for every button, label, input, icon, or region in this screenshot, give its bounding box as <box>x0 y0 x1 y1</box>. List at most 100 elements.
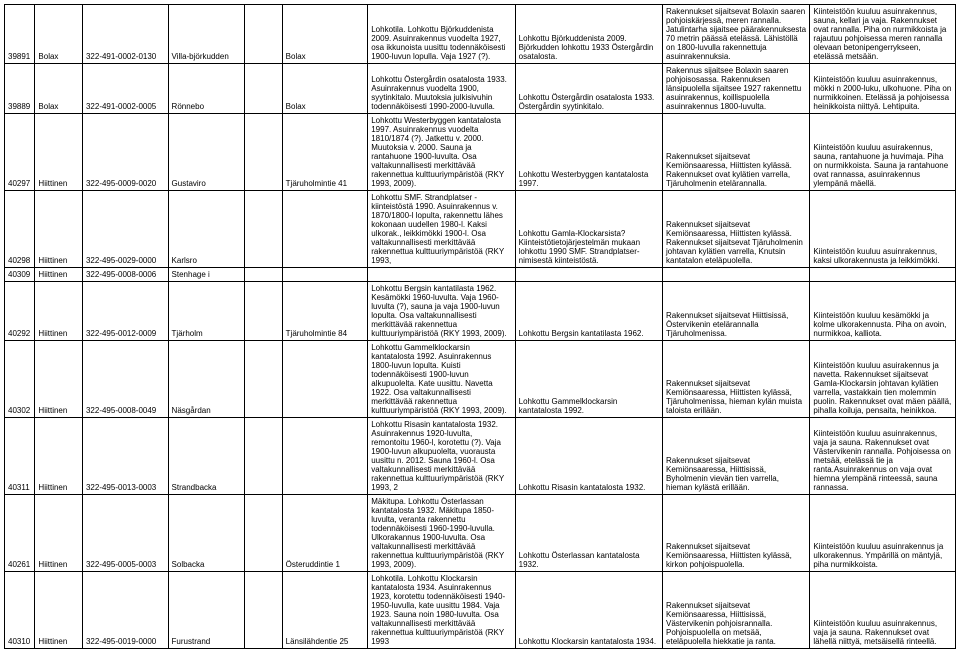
cell-name: Gustaviro <box>168 114 244 191</box>
cell-municipality: Hiittinen <box>35 114 83 191</box>
cell-municipality: Hiittinen <box>35 418 83 495</box>
cell-municipality: Hiittinen <box>35 191 83 268</box>
cell-code: 322-495-0029-0000 <box>82 191 168 268</box>
cell-desc1: Lohkottu Gammelklockarsin kantatalosta 1… <box>368 341 515 418</box>
cell-desc4: Kiinteistöön kuuluu asuirakennus, sauna,… <box>810 114 956 191</box>
cell-code: 322-495-0013-0003 <box>82 418 168 495</box>
table-row: 40302Hiittinen322-495-0008-0049Näsgårdan… <box>5 341 956 418</box>
cell-municipality: Hiittinen <box>35 572 83 649</box>
cell-id: 40298 <box>5 191 35 268</box>
cell-name: Furustrand <box>168 572 244 649</box>
cell-address <box>282 268 368 282</box>
cell-desc1: Lohkotila. Lohkottu Björkuddenista 2009.… <box>368 5 515 64</box>
cell-desc1: Lohkottu SMF. Strandplatser -kiinteistös… <box>368 191 515 268</box>
cell-code: 322-495-0009-0020 <box>82 114 168 191</box>
cell-desc3: Rakennukset sijaitsevat Hiittisissä, Öst… <box>663 282 810 341</box>
cell-address <box>282 418 368 495</box>
cell-municipality: Hiittinen <box>35 282 83 341</box>
cell-desc4: Kiinteistöön kuuluu asuirakennus ja nave… <box>810 341 956 418</box>
cell-name: Stenhage i <box>168 268 244 282</box>
table-row: 40292Hiittinen322-495-0012-0009Tjärholm T… <box>5 282 956 341</box>
cell-name: Solbacka <box>168 495 244 572</box>
cell-address: Länsilähdentie 25 <box>282 572 368 649</box>
cell-code: 322-495-0005-0003 <box>82 495 168 572</box>
cell-desc3: Rakennukset sijaitsevat Kemiönsaaressa, … <box>663 418 810 495</box>
cell-address: Österuddintie 1 <box>282 495 368 572</box>
cell-desc4: Kiinteistöön kuuluu kesämökki ja kolme u… <box>810 282 956 341</box>
table-row: 40297Hiittinen322-495-0009-0020Gustaviro… <box>5 114 956 191</box>
cell-desc4: Kiinteistöön kuuluu asuinrakennus ja ulk… <box>810 495 956 572</box>
table-row: 39891Bolax322-491-0002-0130Villa-björkud… <box>5 5 956 64</box>
cell-blank <box>244 341 282 418</box>
cell-desc1: Lohkottu Bergsin kantatilasta 1962. Kesä… <box>368 282 515 341</box>
cell-blank <box>244 495 282 572</box>
table-row: 40311Hiittinen322-495-0013-0003Strandbac… <box>5 418 956 495</box>
cell-desc2: Lohkottu Österlassan kantatalosta 1932. <box>515 495 662 572</box>
cell-desc2: Lohkottu Westerbyggen kantatalosta 1997. <box>515 114 662 191</box>
cell-desc2: Lohkottu Klockarsin kantatalosta 1934. <box>515 572 662 649</box>
cell-id: 39891 <box>5 5 35 64</box>
cell-desc3: Rakennukset sijaitsevat Kemiönsaaressa, … <box>663 341 810 418</box>
cell-code: 322-495-0008-0049 <box>82 341 168 418</box>
cell-address <box>282 191 368 268</box>
cell-id: 40309 <box>5 268 35 282</box>
table-row: 39889Bolax322-491-0002-0005RönneboBolaxL… <box>5 64 956 114</box>
cell-desc4: Kiinteistöön kuuluu asuinrakennus, kaksi… <box>810 191 956 268</box>
cell-id: 40261 <box>5 495 35 572</box>
cell-desc2: Lohkottu Gamla-Klockarsista? Kiinteistöt… <box>515 191 662 268</box>
cell-desc2: Lohkottu Bergsin kantatilasta 1962. <box>515 282 662 341</box>
cell-desc3: Rakennukset sijaitsevat Kemiönsaaressa, … <box>663 495 810 572</box>
cell-name: Tjärholm <box>168 282 244 341</box>
cell-blank <box>244 64 282 114</box>
cell-desc3: Rakennukset sijaitsevat Bolaxin saaren p… <box>663 5 810 64</box>
cell-desc4 <box>810 268 956 282</box>
table-row: 40261Hiittinen322-495-0005-0003Solbacka Ö… <box>5 495 956 572</box>
cell-blank <box>244 268 282 282</box>
cell-address <box>282 341 368 418</box>
table-row: 40298Hiittinen322-495-0029-0000Karlsro Lo… <box>5 191 956 268</box>
cell-desc2 <box>515 268 662 282</box>
cell-desc2: Lohkottu Risasin kantatalosta 1932. <box>515 418 662 495</box>
cell-blank <box>244 418 282 495</box>
cell-blank <box>244 114 282 191</box>
cell-name: Rönnebo <box>168 64 244 114</box>
cell-desc4: Kiinteistöön kuuluu asuinrakennus, sauna… <box>810 5 956 64</box>
cell-desc4: Kiinteistöön kuuluu asuinrakennus, vaja … <box>810 418 956 495</box>
cell-blank <box>244 5 282 64</box>
cell-municipality: Hiittinen <box>35 495 83 572</box>
cell-desc1: Lohkottu Risasin kantatalosta 1932. Asui… <box>368 418 515 495</box>
cell-desc2: Lohkottu Östergårdin osatalosta 1933. Ös… <box>515 64 662 114</box>
cell-municipality: Bolax <box>35 64 83 114</box>
cell-blank <box>244 282 282 341</box>
cell-id: 40310 <box>5 572 35 649</box>
cell-desc4: Kiinteistöön kuuluu asuinrakennus, vaja … <box>810 572 956 649</box>
cell-desc1: Lohkottu Westerbyggen kantatalosta 1997.… <box>368 114 515 191</box>
cell-blank <box>244 572 282 649</box>
cell-desc1: Lohkottu Östergårdin osatalosta 1933. As… <box>368 64 515 114</box>
cell-code: 322-491-0002-0005 <box>82 64 168 114</box>
cell-id: 40311 <box>5 418 35 495</box>
cell-municipality: Bolax <box>35 5 83 64</box>
cell-id: 40292 <box>5 282 35 341</box>
cell-municipality: Hiittinen <box>35 341 83 418</box>
table-row: 40309Hiittinen322-495-0008-0006Stenhage … <box>5 268 956 282</box>
cell-code: 322-491-0002-0130 <box>82 5 168 64</box>
cell-name: Karlsro <box>168 191 244 268</box>
cell-name: Strandbacka <box>168 418 244 495</box>
cell-address: Tjäruholmintie 84 <box>282 282 368 341</box>
cell-desc1: Mäkitupa. Lohkottu Österlassan kantatalo… <box>368 495 515 572</box>
cell-code: 322-495-0012-0009 <box>82 282 168 341</box>
cell-desc1: Lohkotila. Lohkottu Klockarsin kantatalo… <box>368 572 515 649</box>
cell-blank <box>244 191 282 268</box>
cell-desc3: Rakennukset sijaitsevat Kemiönsaaressa, … <box>663 572 810 649</box>
cell-desc1 <box>368 268 515 282</box>
cell-id: 39889 <box>5 64 35 114</box>
cell-address: Bolax <box>282 5 368 64</box>
cell-name: Näsgårdan <box>168 341 244 418</box>
cell-municipality: Hiittinen <box>35 268 83 282</box>
cell-id: 40302 <box>5 341 35 418</box>
cell-code: 322-495-0008-0006 <box>82 268 168 282</box>
cell-desc3: Rakennukset sijaitsevat Kemiönsaaressa, … <box>663 191 810 268</box>
cell-code: 322-495-0019-0000 <box>82 572 168 649</box>
table-row: 40310Hiittinen322-495-0019-0000Furustran… <box>5 572 956 649</box>
